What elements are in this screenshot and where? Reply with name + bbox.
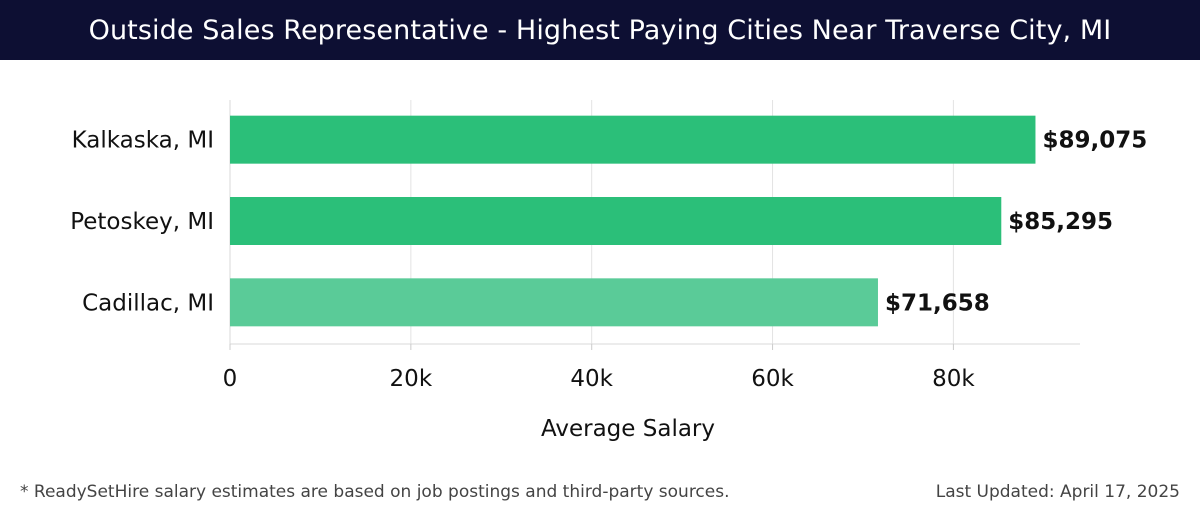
chart-title: Outside Sales Representative - Highest P…	[88, 14, 1112, 46]
category-label: Cadillac, MI	[82, 290, 214, 316]
bar-cadillac-mi	[230, 278, 878, 327]
x-tick-label: 20k	[390, 366, 433, 392]
category-label: Petoskey, MI	[70, 209, 214, 235]
footer-disclaimer: * ReadySetHire salary estimates are base…	[20, 482, 730, 502]
x-tick-label: 80k	[932, 366, 975, 392]
x-tick-label: 40k	[570, 366, 613, 392]
chart-header: Outside Sales Representative - Highest P…	[0, 0, 1200, 60]
x-tick-label: 0	[223, 366, 238, 392]
value-label: $85,295	[1008, 209, 1113, 235]
bar-kalkaska-mi	[230, 115, 1036, 164]
x-axis-title: Average Salary	[541, 416, 715, 442]
last-updated-label: Last Updated: April 17, 2025	[935, 482, 1180, 502]
x-tick-label: 60k	[751, 366, 794, 392]
value-label: $71,658	[885, 290, 990, 316]
category-label: Kalkaska, MI	[72, 128, 214, 154]
bar-petoskey-mi	[230, 197, 1002, 245]
value-label: $89,075	[1042, 128, 1147, 154]
bar-chart: 0 20k 40k 60k 80k Kalkaska, MI $89,075 Petoskey…	[70, 100, 1147, 442]
